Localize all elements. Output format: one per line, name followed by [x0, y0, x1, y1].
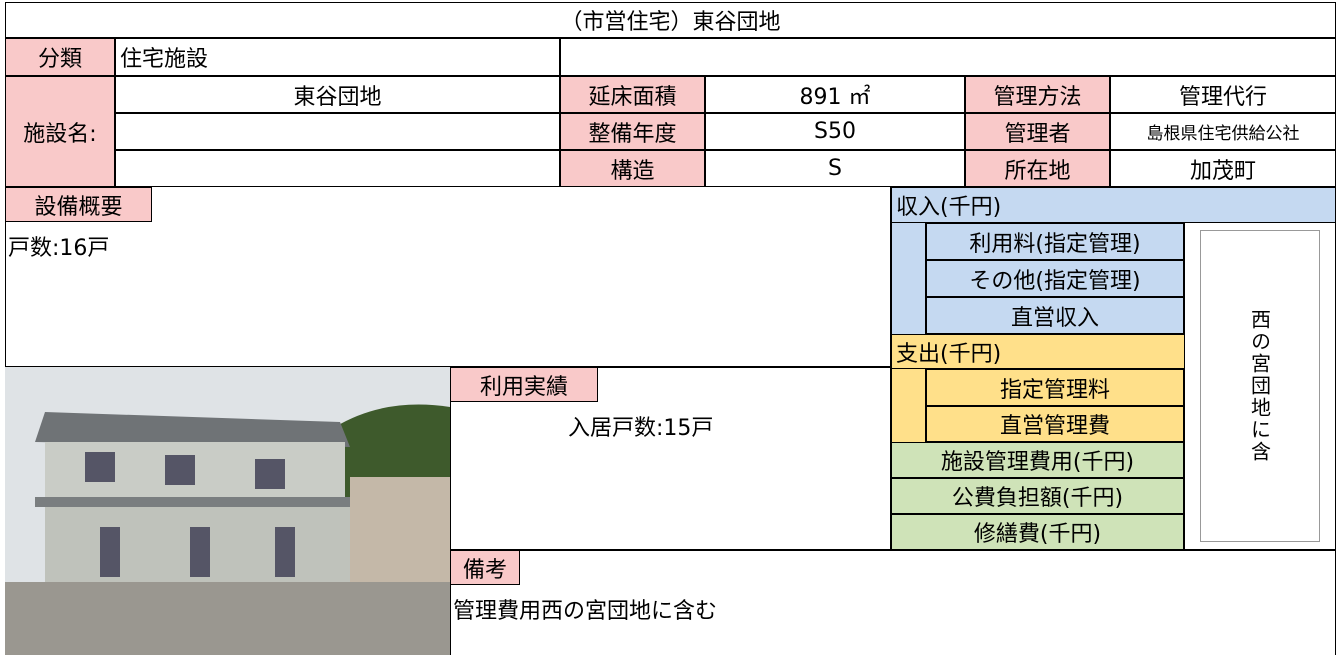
equipment-box	[5, 187, 891, 367]
roof	[35, 412, 350, 447]
label: 備考	[450, 550, 520, 585]
value: 加茂町	[1110, 150, 1336, 187]
item: 指定管理料	[926, 369, 1184, 406]
item: 施設管理費用(千円)	[891, 442, 1184, 478]
item: 直営管理費	[926, 406, 1184, 442]
label: 設備概要	[5, 187, 152, 222]
label: 構造	[560, 150, 705, 187]
income-header: 収入(千円)	[891, 187, 1336, 223]
label: 整備年度	[560, 113, 705, 150]
label: 所在地	[965, 150, 1110, 187]
text: 入居戸数:15戸	[568, 416, 714, 441]
usage-box	[450, 367, 891, 550]
value: 住宅施設	[115, 38, 560, 76]
text: 管理費用西の宮団地に含む	[453, 599, 718, 624]
shed	[350, 477, 450, 582]
label: 管理方法	[965, 76, 1110, 113]
margin	[891, 223, 926, 334]
ground	[5, 582, 450, 655]
title: （市営住宅）東谷団地	[5, 2, 1336, 38]
photo	[5, 367, 450, 655]
margin	[891, 369, 926, 442]
windows	[85, 452, 295, 577]
label: 管理者	[965, 113, 1110, 150]
item: 直営収入	[926, 297, 1184, 334]
cell	[560, 38, 1336, 76]
item: 公費負担額(千円)	[891, 478, 1184, 514]
value: S50	[705, 113, 965, 150]
remarks-box	[450, 550, 1336, 655]
note-cell	[1184, 223, 1336, 550]
value: 管理代行	[1110, 76, 1336, 113]
label: 利用実績	[450, 367, 598, 402]
item: 修繕費(千円)	[891, 514, 1184, 550]
item: その他(指定管理)	[926, 260, 1184, 297]
value: 島根県住宅供給公社	[1110, 113, 1336, 150]
label: 施設名:	[5, 76, 115, 187]
item: 利用料(指定管理)	[926, 223, 1184, 260]
label: 延床面積	[560, 76, 705, 113]
value: S	[705, 150, 965, 187]
note: 西の宮団地に含	[1200, 230, 1320, 542]
cell	[115, 113, 560, 150]
eave	[35, 497, 355, 507]
value: 東谷団地	[115, 76, 560, 113]
value: 891 ㎡	[705, 76, 965, 113]
label: 分類	[5, 38, 115, 76]
cell	[115, 150, 560, 187]
text: 戸数:16戸	[8, 236, 110, 261]
